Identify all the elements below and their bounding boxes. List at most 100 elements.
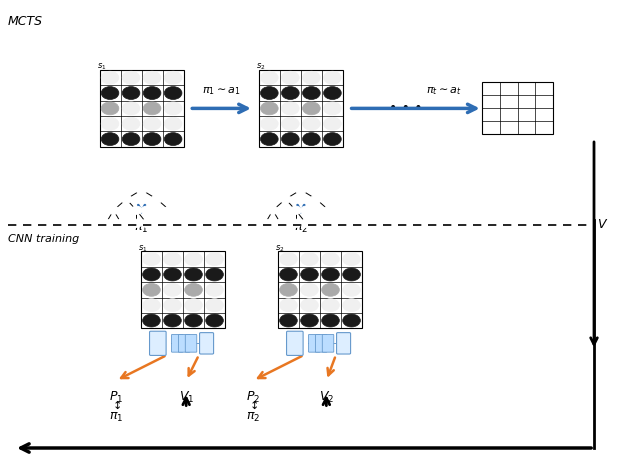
Circle shape: [205, 268, 223, 281]
Circle shape: [301, 253, 318, 265]
Circle shape: [164, 102, 182, 115]
Text: $\updownarrow$: $\updownarrow$: [248, 399, 259, 411]
Circle shape: [164, 253, 181, 265]
FancyBboxPatch shape: [150, 331, 166, 355]
Circle shape: [260, 71, 278, 84]
Circle shape: [143, 299, 160, 312]
Circle shape: [282, 71, 300, 84]
Circle shape: [122, 117, 140, 130]
Circle shape: [131, 219, 142, 227]
Circle shape: [164, 71, 182, 84]
Circle shape: [164, 299, 181, 312]
Circle shape: [322, 253, 339, 265]
Circle shape: [116, 219, 127, 227]
Circle shape: [295, 186, 307, 194]
Circle shape: [280, 314, 298, 327]
Circle shape: [141, 219, 152, 227]
Circle shape: [342, 268, 360, 281]
FancyBboxPatch shape: [186, 335, 196, 352]
FancyBboxPatch shape: [172, 335, 183, 352]
Circle shape: [282, 87, 300, 100]
Circle shape: [122, 132, 140, 146]
Text: $P_2$: $P_2$: [246, 390, 260, 405]
Text: $s_1$: $s_1$: [138, 243, 148, 254]
Circle shape: [143, 87, 161, 100]
FancyBboxPatch shape: [308, 335, 320, 352]
Circle shape: [136, 186, 147, 194]
Circle shape: [164, 268, 181, 281]
Circle shape: [205, 284, 223, 296]
FancyBboxPatch shape: [323, 335, 334, 352]
FancyBboxPatch shape: [337, 333, 351, 354]
Circle shape: [301, 314, 318, 327]
Circle shape: [260, 87, 278, 100]
Text: $\pi_2$: $\pi_2$: [294, 222, 308, 235]
Circle shape: [323, 206, 335, 214]
Circle shape: [101, 117, 119, 130]
Circle shape: [151, 195, 163, 203]
Text: $P_1$: $P_1$: [109, 390, 124, 405]
Text: CNN training: CNN training: [8, 234, 79, 244]
Text: $\pi_1$: $\pi_1$: [134, 222, 148, 235]
Circle shape: [260, 219, 271, 227]
Text: $s_2$: $s_2$: [256, 62, 266, 73]
Circle shape: [282, 117, 300, 130]
Circle shape: [324, 71, 341, 84]
Circle shape: [280, 268, 298, 281]
Circle shape: [260, 132, 278, 146]
Circle shape: [301, 299, 318, 312]
Circle shape: [260, 102, 278, 115]
Text: $\pi_2$: $\pi_2$: [246, 411, 260, 424]
Circle shape: [143, 117, 161, 130]
Circle shape: [108, 206, 119, 214]
FancyBboxPatch shape: [316, 335, 327, 352]
Circle shape: [164, 87, 182, 100]
Circle shape: [101, 87, 119, 100]
Circle shape: [342, 253, 360, 265]
Text: MCTS: MCTS: [8, 15, 43, 29]
Circle shape: [301, 284, 318, 296]
Circle shape: [100, 219, 111, 227]
Bar: [259, 70, 343, 147]
Circle shape: [282, 132, 300, 146]
Circle shape: [164, 284, 181, 296]
FancyBboxPatch shape: [287, 331, 303, 355]
Circle shape: [143, 102, 161, 115]
Circle shape: [290, 219, 301, 227]
Circle shape: [121, 195, 132, 203]
Circle shape: [303, 102, 320, 115]
Circle shape: [185, 253, 202, 265]
Circle shape: [122, 102, 140, 115]
Text: $s_1$: $s_1$: [97, 62, 106, 73]
Circle shape: [164, 117, 182, 130]
Circle shape: [303, 132, 320, 146]
Circle shape: [143, 284, 160, 296]
Circle shape: [342, 299, 360, 312]
Circle shape: [303, 117, 320, 130]
Circle shape: [268, 206, 278, 214]
Circle shape: [143, 253, 160, 265]
Circle shape: [301, 268, 318, 281]
Circle shape: [280, 253, 298, 265]
Text: $\pi_t \sim a_t$: $\pi_t \sim a_t$: [426, 85, 462, 97]
Circle shape: [324, 117, 341, 130]
Circle shape: [324, 132, 341, 146]
Circle shape: [131, 206, 142, 214]
Text: $s_2$: $s_2$: [275, 243, 285, 254]
Circle shape: [164, 206, 175, 214]
Circle shape: [303, 71, 320, 84]
Bar: [100, 70, 184, 147]
Circle shape: [185, 314, 202, 327]
Circle shape: [101, 132, 119, 146]
Circle shape: [342, 284, 360, 296]
Circle shape: [310, 195, 322, 203]
Circle shape: [300, 219, 312, 227]
Circle shape: [260, 117, 278, 130]
Bar: [482, 82, 553, 134]
Circle shape: [164, 314, 181, 327]
Circle shape: [322, 299, 339, 312]
Text: $\pi_1 \sim a_1$: $\pi_1 \sim a_1$: [202, 85, 241, 97]
FancyBboxPatch shape: [200, 333, 214, 354]
Circle shape: [101, 102, 119, 115]
Bar: [278, 251, 362, 328]
